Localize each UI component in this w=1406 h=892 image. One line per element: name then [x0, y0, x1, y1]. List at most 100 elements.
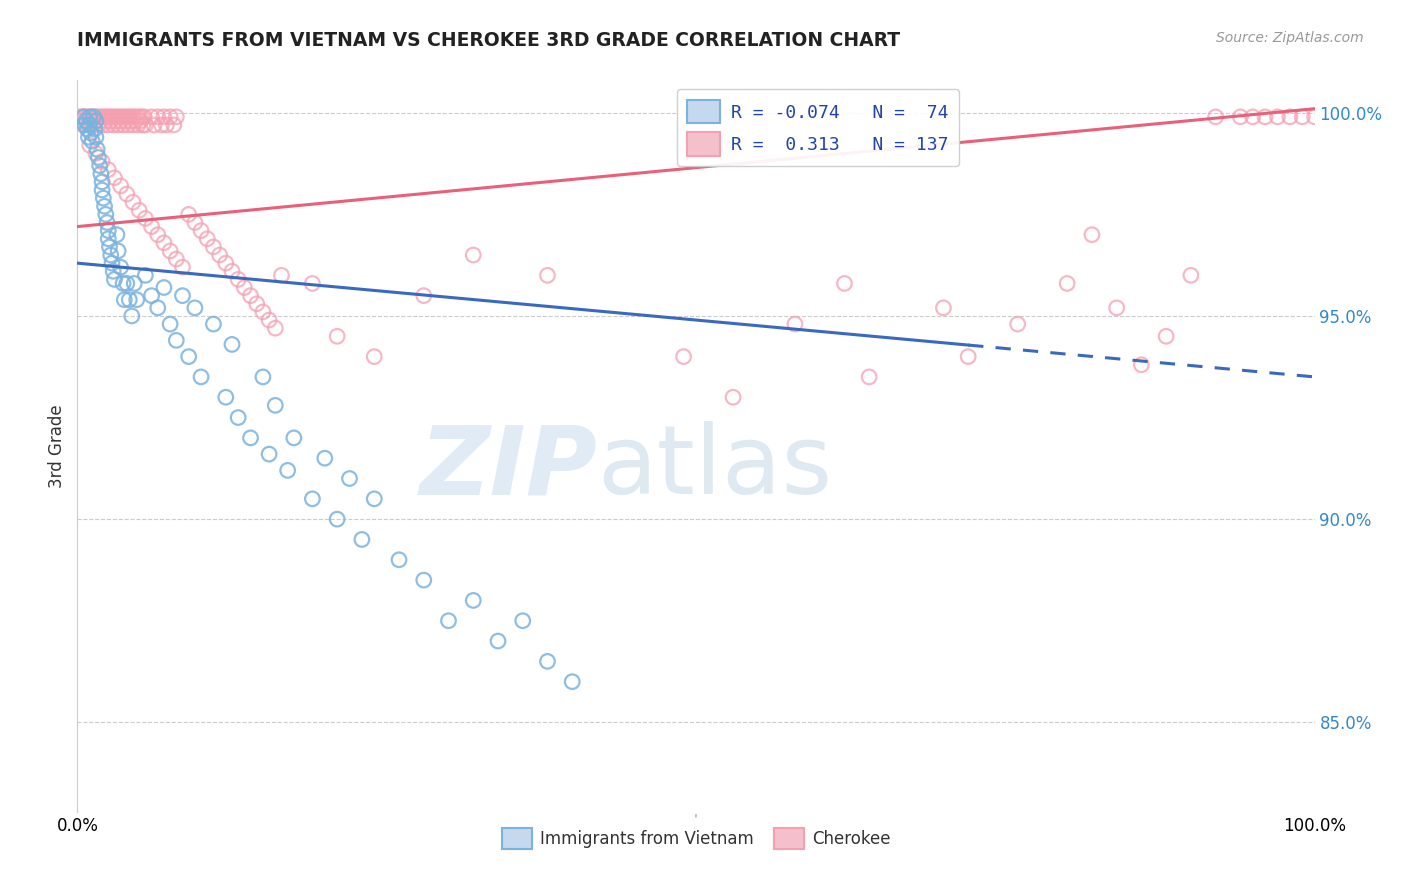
Point — [87, 151, 110, 165]
Point — [98, 240, 121, 254]
Point — [73, 118, 96, 132]
Point — [97, 162, 120, 177]
Point — [239, 288, 262, 302]
Point — [858, 370, 880, 384]
Point — [134, 211, 156, 226]
Point — [486, 634, 509, 648]
Point — [90, 114, 112, 128]
Point — [932, 301, 955, 315]
Point — [76, 110, 98, 124]
Point — [107, 244, 129, 258]
Point — [257, 447, 280, 461]
Point — [215, 390, 238, 404]
Point — [90, 167, 112, 181]
Point — [672, 350, 695, 364]
Point — [437, 614, 460, 628]
Point — [146, 110, 169, 124]
Point — [125, 110, 148, 124]
Point — [184, 215, 207, 229]
Point — [153, 110, 176, 124]
Point — [463, 248, 485, 262]
Point — [1241, 110, 1264, 124]
Point — [101, 110, 124, 124]
Point — [91, 191, 114, 205]
Point — [79, 110, 101, 124]
Point — [77, 130, 100, 145]
Point — [412, 573, 434, 587]
Point — [202, 240, 225, 254]
Point — [84, 146, 107, 161]
Point — [97, 118, 120, 132]
Point — [84, 114, 107, 128]
Point — [159, 317, 181, 331]
Point — [118, 293, 141, 307]
Point — [112, 110, 135, 124]
Point — [75, 114, 97, 128]
Point — [101, 256, 124, 270]
Point — [153, 280, 176, 294]
Point — [412, 288, 434, 302]
Point — [172, 288, 194, 302]
Point — [264, 398, 287, 412]
Point — [105, 110, 128, 124]
Point — [226, 272, 249, 286]
Point — [1105, 301, 1128, 315]
Point — [1154, 329, 1177, 343]
Point — [79, 138, 101, 153]
Point — [190, 370, 212, 384]
Point — [114, 114, 136, 128]
Legend: Immigrants from Vietnam, Cherokee: Immigrants from Vietnam, Cherokee — [495, 822, 897, 856]
Point — [124, 114, 146, 128]
Point — [165, 110, 187, 124]
Point — [103, 272, 125, 286]
Point — [143, 118, 166, 132]
Point — [134, 110, 156, 124]
Point — [73, 110, 96, 124]
Point — [82, 134, 104, 148]
Point — [112, 118, 135, 132]
Point — [134, 268, 156, 283]
Point — [326, 329, 349, 343]
Point — [103, 118, 125, 132]
Point — [98, 110, 121, 124]
Point — [184, 301, 207, 315]
Point — [125, 293, 148, 307]
Point — [79, 118, 101, 132]
Point — [834, 277, 856, 291]
Point — [87, 118, 110, 132]
Point — [72, 118, 94, 132]
Point — [146, 301, 169, 315]
Point — [283, 431, 305, 445]
Point — [127, 118, 149, 132]
Point — [100, 248, 122, 262]
Point — [97, 232, 120, 246]
Point — [131, 110, 153, 124]
Text: IMMIGRANTS FROM VIETNAM VS CHEROKEE 3RD GRADE CORRELATION CHART: IMMIGRANTS FROM VIETNAM VS CHEROKEE 3RD … — [77, 31, 900, 50]
Point — [1229, 110, 1251, 124]
Point — [957, 350, 980, 364]
Point — [350, 533, 373, 547]
Point — [177, 207, 200, 221]
Point — [1007, 317, 1029, 331]
Point — [84, 130, 107, 145]
Point — [221, 337, 243, 351]
Point — [159, 110, 181, 124]
Point — [89, 110, 111, 124]
Point — [122, 277, 145, 291]
Point — [512, 614, 534, 628]
Point — [118, 110, 141, 124]
Point — [79, 110, 101, 124]
Point — [115, 187, 138, 202]
Point — [132, 118, 155, 132]
Point — [94, 114, 117, 128]
Point — [363, 350, 385, 364]
Point — [91, 154, 114, 169]
Point — [111, 110, 134, 124]
Point — [86, 110, 108, 124]
Point — [86, 142, 108, 156]
Point — [70, 114, 93, 128]
Point — [233, 280, 256, 294]
Point — [153, 235, 176, 250]
Point — [110, 260, 132, 275]
Point — [246, 297, 269, 311]
